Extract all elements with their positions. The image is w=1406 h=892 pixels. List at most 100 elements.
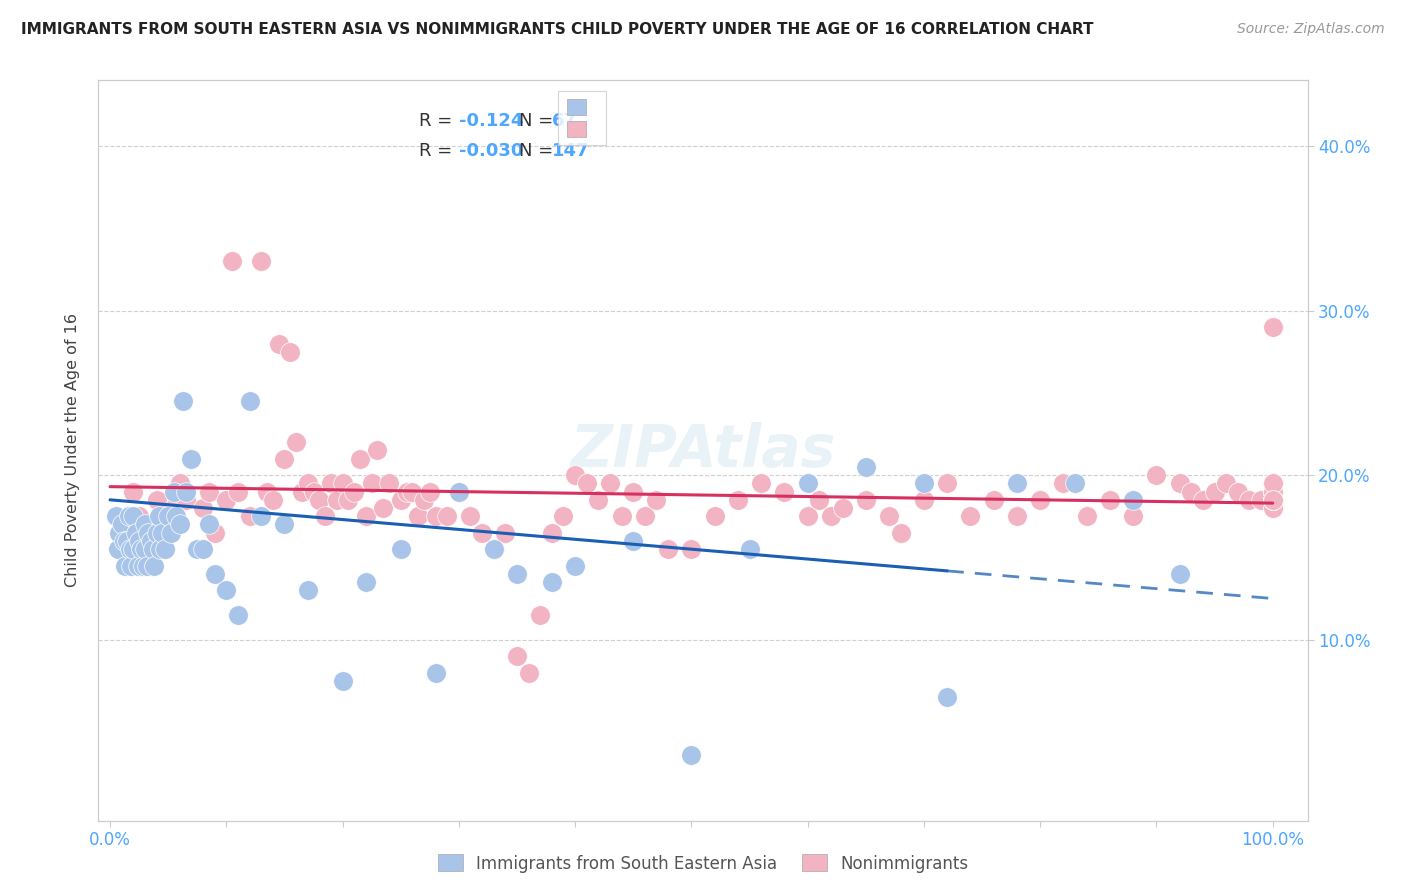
- Point: [256, 484, 278, 499]
- Point: [174, 492, 197, 507]
- Point: [1261, 492, 1284, 507]
- Point: [1261, 476, 1284, 491]
- Point: [564, 558, 586, 573]
- Point: [337, 492, 360, 507]
- Point: [447, 484, 470, 499]
- Point: [1215, 476, 1237, 491]
- Point: [959, 509, 981, 524]
- Point: [326, 492, 349, 507]
- Point: [1261, 492, 1284, 507]
- Text: N =: N =: [519, 142, 554, 160]
- Point: [128, 533, 150, 548]
- Point: [796, 509, 818, 524]
- Point: [1261, 476, 1284, 491]
- Point: [145, 525, 167, 540]
- Point: [1261, 492, 1284, 507]
- Point: [1261, 476, 1284, 491]
- Point: [122, 542, 145, 557]
- Point: [1261, 484, 1284, 499]
- Text: R =: R =: [419, 112, 453, 130]
- Text: 67: 67: [551, 112, 576, 130]
- Point: [1261, 492, 1284, 507]
- Point: [1261, 492, 1284, 507]
- Point: [1261, 501, 1284, 516]
- Point: [149, 542, 172, 557]
- Point: [148, 509, 170, 524]
- Point: [517, 665, 540, 680]
- Point: [297, 476, 319, 491]
- Point: [1029, 492, 1052, 507]
- Point: [1261, 484, 1284, 499]
- Point: [395, 484, 418, 499]
- Point: [226, 607, 249, 622]
- Point: [1168, 476, 1191, 491]
- Point: [831, 501, 853, 516]
- Point: [131, 558, 153, 573]
- Point: [157, 509, 180, 524]
- Point: [349, 451, 371, 466]
- Point: [142, 542, 165, 557]
- Point: [540, 525, 562, 540]
- Point: [425, 509, 447, 524]
- Point: [139, 533, 162, 548]
- Point: [153, 542, 176, 557]
- Point: [1261, 484, 1284, 499]
- Point: [1122, 492, 1144, 507]
- Point: [1204, 484, 1226, 499]
- Point: [936, 476, 959, 491]
- Point: [273, 517, 295, 532]
- Point: [108, 525, 131, 540]
- Point: [1076, 509, 1098, 524]
- Point: [645, 492, 668, 507]
- Point: [1261, 492, 1284, 507]
- Point: [314, 509, 336, 524]
- Point: [1122, 509, 1144, 524]
- Point: [796, 476, 818, 491]
- Point: [267, 336, 290, 351]
- Point: [366, 443, 388, 458]
- Point: [1192, 492, 1215, 507]
- Y-axis label: Child Poverty Under the Age of 16: Child Poverty Under the Age of 16: [65, 313, 80, 588]
- Point: [204, 566, 226, 581]
- Point: [308, 492, 330, 507]
- Point: [1064, 476, 1087, 491]
- Point: [1261, 476, 1284, 491]
- Point: [198, 484, 221, 499]
- Point: [1261, 492, 1284, 507]
- Point: [738, 542, 761, 557]
- Point: [703, 509, 725, 524]
- Point: [1261, 484, 1284, 499]
- Point: [855, 492, 877, 507]
- Point: [1261, 484, 1284, 499]
- Point: [1250, 492, 1272, 507]
- Point: [1261, 484, 1284, 499]
- Point: [413, 492, 436, 507]
- Point: [1261, 492, 1284, 507]
- Point: [302, 484, 325, 499]
- Point: [239, 394, 262, 409]
- Point: [136, 558, 159, 573]
- Point: [936, 690, 959, 705]
- Point: [174, 484, 197, 499]
- Text: N =: N =: [519, 112, 554, 130]
- Point: [163, 484, 186, 499]
- Point: [529, 607, 551, 622]
- Legend: , : ,: [558, 91, 606, 145]
- Point: [1261, 492, 1284, 507]
- Point: [215, 492, 238, 507]
- Point: [118, 509, 141, 524]
- Point: [1261, 492, 1284, 507]
- Text: -0.124: -0.124: [458, 112, 523, 130]
- Point: [204, 525, 226, 540]
- Point: [122, 509, 145, 524]
- Point: [588, 492, 610, 507]
- Point: [1261, 476, 1284, 491]
- Point: [890, 525, 912, 540]
- Point: [553, 509, 575, 524]
- Point: [124, 525, 146, 540]
- Point: [297, 583, 319, 598]
- Point: [169, 517, 191, 532]
- Point: [1261, 492, 1284, 507]
- Point: [163, 501, 186, 516]
- Point: [610, 509, 633, 524]
